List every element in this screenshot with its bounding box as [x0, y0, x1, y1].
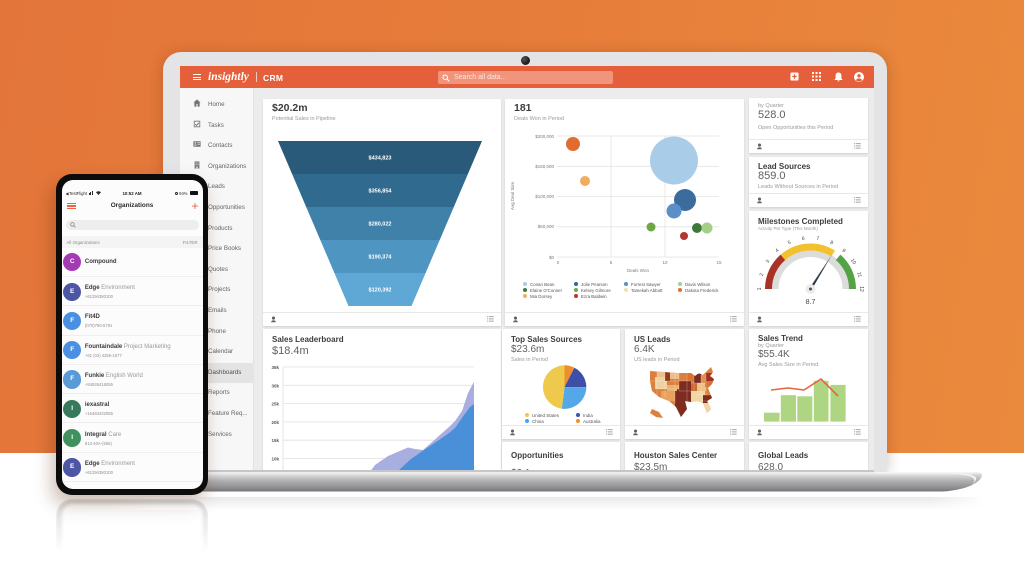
svg-text:12: 12 [858, 286, 864, 292]
svg-text:Kelsey Gilmore: Kelsey Gilmore [581, 288, 611, 293]
svg-text:20k: 20k [271, 420, 279, 425]
svg-text:United States: United States [532, 413, 560, 418]
svg-text:China: China [532, 419, 544, 424]
svg-text:10k: 10k [271, 457, 279, 462]
svg-text:$150,000: $150,000 [535, 164, 554, 169]
svg-text:$0: $0 [549, 255, 555, 260]
svg-text:$100,000: $100,000 [535, 194, 554, 199]
svg-text:8: 8 [829, 240, 834, 247]
svg-text:Tamekah Abbott: Tamekah Abbott [631, 288, 663, 293]
svg-text:9: 9 [841, 248, 847, 254]
svg-text:Elaine O'Conner: Elaine O'Conner [530, 288, 563, 293]
svg-text:Dakota Frederick: Dakota Frederick [685, 288, 719, 293]
svg-text:10: 10 [662, 260, 668, 265]
svg-text:10: 10 [849, 258, 857, 266]
svg-text:15k: 15k [271, 438, 279, 443]
svg-text:Ezra Baldwin: Ezra Baldwin [581, 294, 607, 299]
svg-text:$200,000: $200,000 [535, 134, 554, 139]
svg-text:India: India [583, 413, 593, 418]
svg-text:$434,823: $434,823 [369, 156, 392, 162]
svg-text:11: 11 [855, 271, 862, 278]
svg-text:$356,854: $356,854 [369, 189, 393, 195]
svg-text:Conan Bean: Conan Bean [530, 282, 555, 287]
svg-text:1: 1 [757, 287, 763, 290]
svg-text:7: 7 [816, 236, 820, 242]
svg-text:Forrest Sawyer: Forrest Sawyer [631, 282, 661, 287]
svg-text:8.7: 8.7 [806, 299, 816, 306]
svg-text:25k: 25k [271, 402, 279, 407]
svg-text:5: 5 [610, 260, 613, 265]
svg-text:Mia Dorsey: Mia Dorsey [530, 294, 553, 299]
svg-text:5: 5 [787, 240, 792, 247]
svg-text:Davis Wilson: Davis Wilson [685, 282, 711, 287]
svg-text:4: 4 [774, 248, 780, 254]
svg-text:2: 2 [759, 272, 766, 277]
svg-text:$50,000: $50,000 [538, 224, 555, 229]
svg-text:Jolie Pearson: Jolie Pearson [581, 282, 608, 287]
svg-text:$280,022: $280,022 [369, 222, 392, 228]
svg-text:35k: 35k [271, 365, 279, 370]
svg-text:30k: 30k [271, 383, 279, 388]
svg-text:$190,374: $190,374 [369, 255, 393, 261]
svg-text:Deals Won: Deals Won [627, 268, 649, 273]
svg-text:15: 15 [716, 260, 722, 265]
svg-text:3: 3 [765, 259, 772, 265]
svg-text:$120,392: $120,392 [369, 288, 392, 294]
svg-text:6: 6 [801, 236, 805, 242]
svg-text:0: 0 [557, 260, 560, 265]
svg-text:Australia: Australia [583, 419, 601, 424]
svg-text:Avg Deal Size: Avg Deal Size [510, 181, 515, 210]
